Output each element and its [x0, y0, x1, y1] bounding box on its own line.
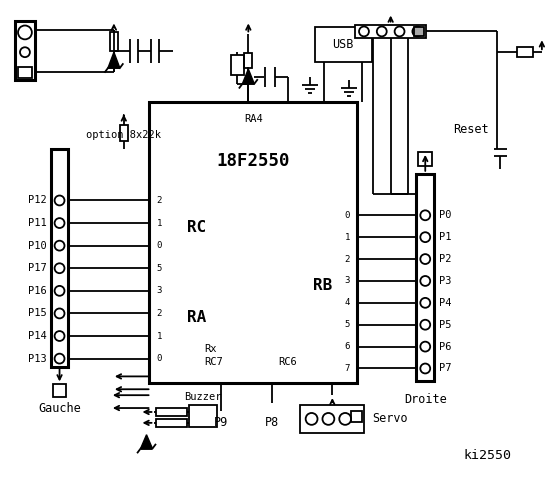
- Text: RC6: RC6: [278, 357, 297, 367]
- Bar: [156, 408, 187, 416]
- Circle shape: [55, 218, 65, 228]
- Text: RA: RA: [187, 310, 206, 325]
- Text: RC: RC: [187, 219, 206, 235]
- Text: P2: P2: [439, 254, 452, 264]
- Text: P3: P3: [439, 276, 452, 286]
- Text: Droite: Droite: [404, 393, 447, 406]
- Bar: [244, 53, 252, 68]
- Circle shape: [55, 309, 65, 318]
- Bar: [355, 24, 426, 38]
- Bar: [300, 405, 364, 433]
- Text: RB: RB: [312, 278, 332, 293]
- Text: 6: 6: [345, 342, 350, 351]
- Text: option 8x22k: option 8x22k: [86, 130, 161, 140]
- Text: P11: P11: [28, 218, 46, 228]
- Text: P7: P7: [439, 363, 452, 373]
- Text: 5: 5: [156, 264, 162, 273]
- Text: 3: 3: [345, 276, 350, 286]
- Text: Buzzer: Buzzer: [184, 392, 222, 402]
- Bar: [15, 21, 35, 80]
- Bar: [351, 411, 362, 422]
- Bar: [414, 26, 424, 36]
- Text: 18F2550: 18F2550: [217, 152, 290, 170]
- Text: 1: 1: [156, 218, 162, 228]
- Bar: [517, 47, 533, 57]
- Circle shape: [420, 276, 430, 286]
- Bar: [189, 405, 217, 427]
- Text: Gauche: Gauche: [38, 402, 81, 415]
- Circle shape: [420, 342, 430, 351]
- Circle shape: [420, 232, 430, 242]
- Bar: [120, 125, 128, 141]
- Text: 0: 0: [345, 211, 350, 220]
- Circle shape: [322, 413, 335, 425]
- Polygon shape: [242, 69, 254, 84]
- Bar: [110, 32, 118, 51]
- Text: P12: P12: [28, 195, 46, 205]
- Bar: [315, 27, 372, 62]
- Circle shape: [377, 26, 387, 36]
- Text: 7: 7: [345, 364, 350, 373]
- Bar: [416, 174, 434, 381]
- Text: Reset: Reset: [453, 123, 488, 136]
- Circle shape: [420, 254, 430, 264]
- Text: 1: 1: [345, 233, 350, 241]
- Text: P17: P17: [28, 263, 46, 273]
- Text: P10: P10: [28, 240, 46, 251]
- Text: RA4: RA4: [244, 114, 263, 124]
- Text: P4: P4: [439, 298, 452, 308]
- Text: 4: 4: [345, 299, 350, 307]
- Text: P6: P6: [439, 342, 452, 352]
- Bar: [51, 149, 69, 367]
- Text: P16: P16: [28, 286, 46, 296]
- Circle shape: [55, 331, 65, 341]
- Text: Rx: Rx: [204, 344, 216, 354]
- Circle shape: [359, 26, 369, 36]
- Text: P13: P13: [28, 354, 46, 364]
- Text: P14: P14: [28, 331, 46, 341]
- Text: RC7: RC7: [204, 357, 223, 367]
- Text: P5: P5: [439, 320, 452, 330]
- Circle shape: [306, 413, 317, 425]
- Circle shape: [55, 264, 65, 273]
- Bar: [18, 67, 32, 78]
- Polygon shape: [140, 435, 153, 448]
- Text: P9: P9: [213, 416, 228, 429]
- Circle shape: [20, 47, 30, 57]
- Circle shape: [420, 320, 430, 330]
- Circle shape: [18, 25, 32, 39]
- Bar: [418, 152, 432, 166]
- Circle shape: [420, 210, 430, 220]
- Text: 0: 0: [156, 354, 162, 363]
- Bar: [149, 102, 357, 384]
- Text: 2: 2: [156, 196, 162, 205]
- Circle shape: [55, 286, 65, 296]
- Text: 3: 3: [156, 287, 162, 295]
- Text: ki2550: ki2550: [463, 449, 512, 462]
- Circle shape: [420, 298, 430, 308]
- Text: 0: 0: [156, 241, 162, 250]
- Text: Servo: Servo: [372, 412, 408, 425]
- Text: P0: P0: [439, 210, 452, 220]
- Polygon shape: [108, 52, 120, 68]
- Text: 2: 2: [156, 309, 162, 318]
- Circle shape: [339, 413, 351, 425]
- Text: P8: P8: [265, 416, 279, 429]
- Circle shape: [395, 26, 404, 36]
- Text: P1: P1: [439, 232, 452, 242]
- Text: P15: P15: [28, 309, 46, 318]
- Circle shape: [55, 195, 65, 205]
- Text: 2: 2: [345, 254, 350, 264]
- Text: USB: USB: [332, 38, 354, 51]
- Circle shape: [55, 240, 65, 251]
- Circle shape: [55, 354, 65, 363]
- Text: 5: 5: [345, 320, 350, 329]
- Circle shape: [413, 26, 422, 36]
- Bar: [53, 384, 66, 397]
- Circle shape: [420, 363, 430, 373]
- Bar: [231, 55, 244, 75]
- Text: 1: 1: [156, 332, 162, 340]
- Bar: [156, 419, 187, 427]
